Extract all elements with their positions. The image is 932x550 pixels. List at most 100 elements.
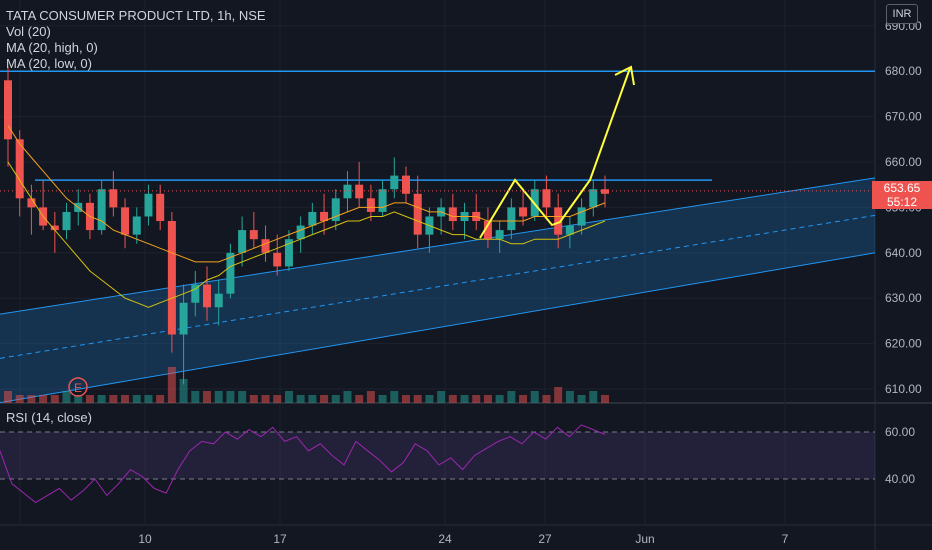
price-tick-label: 660.00 (885, 155, 922, 169)
rsi-tick-label: 60.00 (885, 425, 915, 439)
last-price-tag: 653.65 (872, 181, 932, 195)
volume-bar (284, 391, 293, 403)
rsi-line (0, 424, 606, 504)
candle-body (179, 302, 188, 335)
countdown-tag: 55:12 (872, 195, 932, 209)
volume-bar (50, 395, 59, 403)
candle-body (366, 198, 375, 212)
candle-body (390, 175, 399, 190)
channel-lower-line (0, 252, 876, 404)
candle-body (191, 284, 200, 303)
arrow-head (614, 65, 635, 86)
volume-bar (203, 391, 211, 403)
candle-body (226, 252, 235, 294)
candle-body (50, 225, 59, 231)
volume-bar (121, 395, 130, 403)
indicator-ma-high[interactable]: MA (20, high, 0) (6, 40, 98, 55)
volume-bar (437, 391, 446, 403)
volume-bar (273, 395, 282, 403)
volume-bar (74, 395, 83, 403)
volume-bar (15, 395, 24, 403)
candle-body (261, 239, 270, 253)
candle-body (121, 207, 130, 235)
volume-bar (4, 391, 12, 403)
volume-bar (97, 395, 106, 403)
time-tick-label: 17 (273, 532, 287, 546)
candle-body (62, 211, 71, 231)
volume-bar (179, 379, 188, 403)
candle-body (15, 139, 24, 199)
volume-bar (530, 391, 539, 403)
time-tick-label: Jun (635, 532, 654, 546)
volume-bar (460, 395, 469, 403)
candle-body (284, 239, 293, 267)
volume-bar (472, 395, 481, 403)
volume-bar (378, 395, 387, 403)
candle-body (483, 221, 492, 240)
volume-bar (495, 395, 504, 403)
indicator-vol[interactable]: Vol (20) (6, 24, 51, 39)
volume-bar (226, 391, 235, 403)
volume-bar (27, 395, 36, 403)
candle-body (320, 211, 329, 222)
volume-bar (249, 395, 258, 403)
candle-body (402, 175, 410, 194)
candle-body (167, 221, 176, 335)
rsi-band-fill (0, 432, 875, 479)
symbol-title: TATA CONSUMER PRODUCT LTD, 1h, NSE (6, 8, 266, 23)
rsi-title[interactable]: RSI (14, close) (6, 410, 92, 425)
volume-bar (589, 391, 598, 403)
volume-bar (402, 395, 410, 403)
indicator-ma-low[interactable]: MA (20, low, 0) (6, 56, 92, 71)
candle-body (156, 193, 165, 222)
volume-bar (390, 391, 399, 403)
price-tick-label: 680.00 (885, 64, 922, 78)
volume-bar (320, 395, 329, 403)
volume-bar (519, 395, 528, 403)
price-tick-label: 630.00 (885, 291, 922, 305)
volume-bar (366, 391, 375, 403)
ma-low-line (7, 161, 606, 308)
volume-bar (448, 395, 457, 403)
legend: TATA CONSUMER PRODUCT LTD, 1h, NSE Vol (… (6, 8, 266, 72)
volume-bar (109, 395, 118, 403)
volume-bar (214, 391, 223, 403)
candle-body (97, 189, 106, 231)
candle-body (542, 189, 551, 208)
volume-bar (542, 395, 551, 403)
channel-fill (0, 177, 875, 403)
volume-bar (238, 391, 247, 403)
candle-body (589, 189, 598, 208)
candle-body (554, 207, 563, 235)
volume-bar (39, 395, 48, 403)
candle-body (601, 189, 609, 194)
candle-body (519, 207, 528, 217)
candle-body (203, 284, 211, 308)
volume-bar (483, 395, 492, 403)
candle-body (132, 216, 141, 235)
volume-bar (191, 391, 200, 403)
rsi-tick-label: 40.00 (885, 472, 915, 486)
volume-bar (554, 387, 563, 403)
time-tick-label: 7 (782, 532, 789, 546)
volume-bar (425, 395, 434, 403)
candle-body (4, 80, 12, 140)
pattern-drawing (479, 67, 631, 239)
volume-bar (565, 391, 574, 403)
volume-bar (167, 367, 176, 403)
volume-bar (156, 395, 165, 403)
volume-bar (601, 395, 609, 403)
volume-bar (413, 395, 422, 403)
candle-body (214, 293, 223, 308)
ma-high-line (7, 125, 606, 263)
price-tick-label: 610.00 (885, 382, 922, 396)
candle-body (378, 189, 387, 212)
currency-badge[interactable]: INR (886, 4, 918, 24)
candle-body (273, 252, 282, 267)
price-tick-label: 620.00 (885, 337, 922, 351)
candle-body (495, 230, 504, 240)
candle-body (343, 184, 352, 199)
